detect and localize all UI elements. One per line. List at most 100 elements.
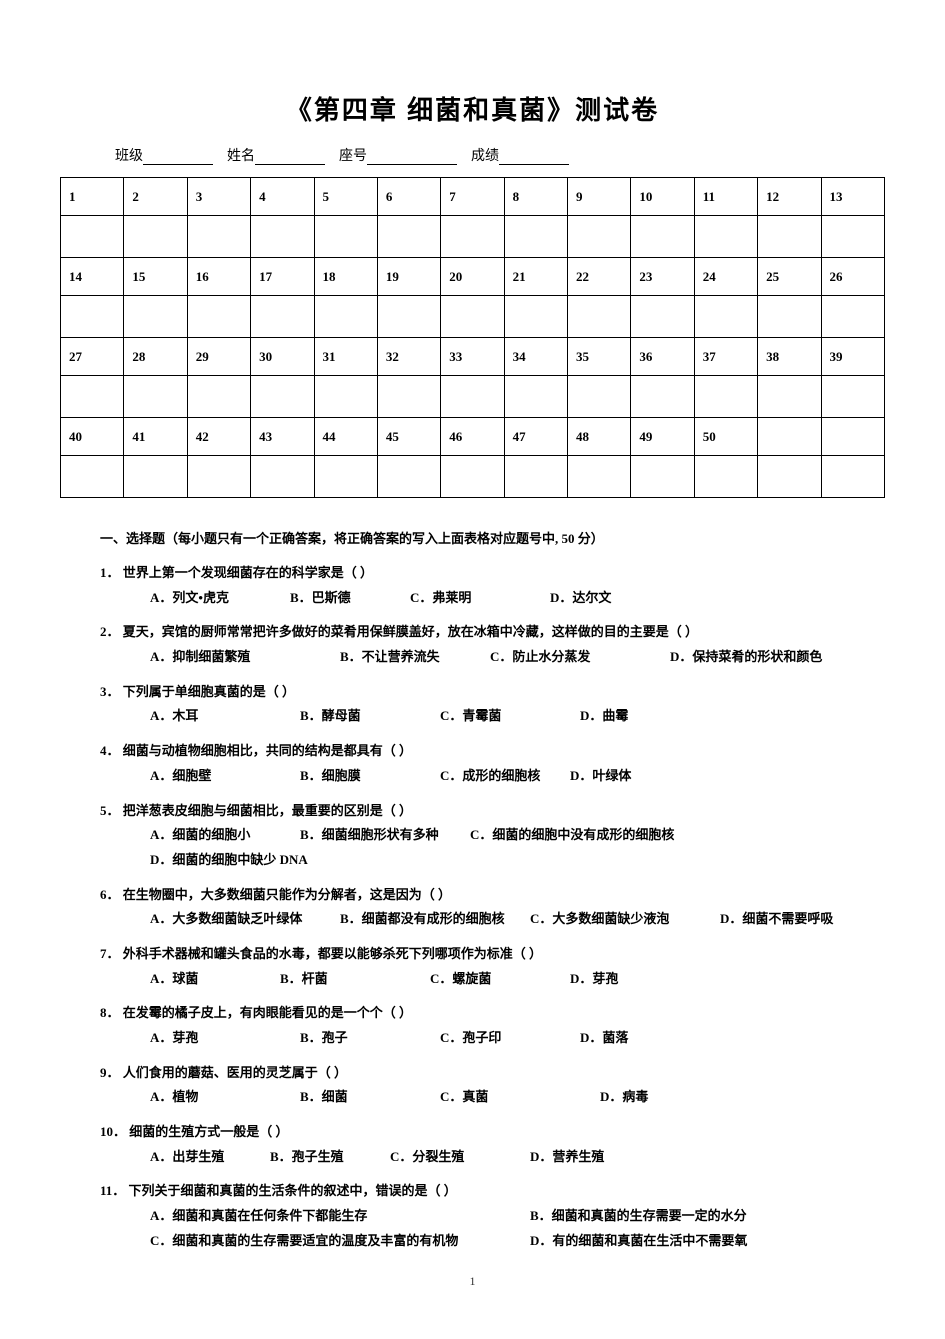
option: B．酵母菌 [300, 704, 440, 729]
answer-cell-blank [314, 216, 377, 258]
option: C．弗莱明 [410, 586, 550, 611]
answer-cell-blank [758, 376, 821, 418]
option: D．保持菜肴的形状和颜色 [670, 645, 870, 670]
answer-cell-header: 14 [61, 258, 124, 296]
answer-cell-header: 40 [61, 418, 124, 456]
question-stem: 2． 夏天，宾馆的厨师常常把许多做好的菜肴用保鲜膜盖好，放在冰箱中冷藏，这样做的… [100, 620, 885, 645]
answer-cell-blank [124, 296, 187, 338]
option: C．成形的细胞核 [440, 764, 570, 789]
question: 2． 夏天，宾馆的厨师常常把许多做好的菜肴用保鲜膜盖好，放在冰箱中冷藏，这样做的… [100, 620, 885, 669]
option: D．营养生殖 [530, 1145, 650, 1170]
page-title: 《第四章 细菌和真菌》测试卷 [60, 90, 885, 127]
option: A．列文•虎克 [150, 586, 290, 611]
name-blank [255, 150, 325, 165]
answer-cell-blank [694, 456, 757, 498]
answer-cell-header: 29 [187, 338, 250, 376]
option: C．防止水分蒸发 [490, 645, 670, 670]
answer-cell-blank [314, 376, 377, 418]
answer-cell-header: 32 [377, 338, 440, 376]
answer-cell-blank [631, 296, 694, 338]
answer-cell-blank [821, 376, 885, 418]
answer-cell-header: 42 [187, 418, 250, 456]
option: C．孢子印 [440, 1026, 580, 1051]
answer-cell-header: 21 [504, 258, 567, 296]
answer-cell-header: 45 [377, 418, 440, 456]
answer-cell-header: 9 [568, 178, 631, 216]
option: C．细菌和真菌的生存需要适宜的温度及丰富的有机物 [150, 1229, 530, 1254]
seat-label: 座号 [339, 149, 367, 164]
section-head: 一、选择题（每小题只有一个正确答案，将正确答案的写入上面表格对应题号中, 50 … [100, 528, 885, 547]
option: D．叶绿体 [570, 764, 690, 789]
info-line: 班级 姓名 座号 成绩 [115, 145, 885, 165]
answer-cell-blank [821, 216, 885, 258]
option: D．有的细菌和真菌在生活中不需要氧 [530, 1229, 830, 1254]
answer-cell-blank [758, 296, 821, 338]
answer-cell-blank [631, 456, 694, 498]
answer-cell-header: 19 [377, 258, 440, 296]
question: 4． 细菌与动植物细胞相比，共同的结构是都具有（ ）A．细胞壁B．细胞膜C．成形… [100, 739, 885, 788]
answer-cell-blank [377, 376, 440, 418]
answer-cell-header: 49 [631, 418, 694, 456]
option: A．细菌的细胞小 [150, 823, 300, 848]
answer-cell-header: 26 [821, 258, 885, 296]
option: A．细胞壁 [150, 764, 300, 789]
answer-cell-blank [694, 376, 757, 418]
answer-cell-header: 25 [758, 258, 821, 296]
answer-cell-header: 43 [251, 418, 314, 456]
option: D．芽孢 [570, 967, 690, 992]
answer-cell-header: 20 [441, 258, 504, 296]
seat-blank [367, 150, 457, 165]
option: B．细菌 [300, 1085, 440, 1110]
answer-cell-header: 7 [441, 178, 504, 216]
question-stem: 7． 外科手术器械和罐头食品的水毒，都要以能够杀死下列哪项作为标准（ ） [100, 942, 885, 967]
option: B．不让营养流失 [340, 645, 490, 670]
question: 7． 外科手术器械和罐头食品的水毒，都要以能够杀死下列哪项作为标准（ ）A．球菌… [100, 942, 885, 991]
answer-cell-header: 38 [758, 338, 821, 376]
question-stem: 5． 把洋葱表皮细胞与细菌相比，最重要的区别是（ ） [100, 799, 885, 824]
answer-cell-blank [61, 296, 124, 338]
answer-cell-header: 28 [124, 338, 187, 376]
answer-cell-blank [61, 456, 124, 498]
option: A．抑制细菌繁殖 [150, 645, 340, 670]
answer-cell-header: 4 [251, 178, 314, 216]
answer-cell-blank [61, 376, 124, 418]
answer-cell-blank [568, 376, 631, 418]
answer-cell-header: 6 [377, 178, 440, 216]
answer-cell-header: 41 [124, 418, 187, 456]
option: D．曲霉 [580, 704, 700, 729]
answer-cell-blank [187, 216, 250, 258]
answer-cell-header: 39 [821, 338, 885, 376]
answer-cell-blank [821, 296, 885, 338]
answer-cell-header: 5 [314, 178, 377, 216]
page-number: 1 [60, 1274, 885, 1289]
answer-cell-blank [314, 456, 377, 498]
answer-cell-blank [377, 456, 440, 498]
question: 8． 在发霉的橘子皮上，有肉眼能看见的是一个个（ ）A．芽孢B．孢子C．孢子印D… [100, 1001, 885, 1050]
answer-cell-header: 16 [187, 258, 250, 296]
option: B．孢子 [300, 1026, 440, 1051]
answer-cell-blank [441, 216, 504, 258]
answer-cell-blank [694, 216, 757, 258]
class-label: 班级 [115, 149, 143, 164]
answer-cell-blank [441, 456, 504, 498]
answer-cell-blank [441, 296, 504, 338]
question: 1． 世界上第一个发现细菌存在的科学家是（ ）A．列文•虎克B．巴斯德C．弗莱明… [100, 561, 885, 610]
option: A．大多数细菌缺乏叶绿体 [150, 907, 340, 932]
answer-cell-blank [124, 456, 187, 498]
option: A．植物 [150, 1085, 300, 1110]
answer-cell-blank [251, 216, 314, 258]
answer-cell-header: 1 [61, 178, 124, 216]
answer-cell-blank [694, 296, 757, 338]
questions-container: 1． 世界上第一个发现细菌存在的科学家是（ ）A．列文•虎克B．巴斯德C．弗莱明… [60, 561, 885, 1254]
score-label: 成绩 [471, 149, 499, 164]
answer-cell-header: 18 [314, 258, 377, 296]
answer-cell-blank [568, 216, 631, 258]
option: A．球菌 [150, 967, 280, 992]
answer-cell-header: 15 [124, 258, 187, 296]
option: C．大多数细菌缺少液泡 [530, 907, 720, 932]
answer-cell-blank [758, 456, 821, 498]
answer-cell-header: 48 [568, 418, 631, 456]
option: D．细菌的细胞中缺少 DNA [150, 848, 350, 873]
answer-cell-header: 22 [568, 258, 631, 296]
answer-cell-header: 27 [61, 338, 124, 376]
